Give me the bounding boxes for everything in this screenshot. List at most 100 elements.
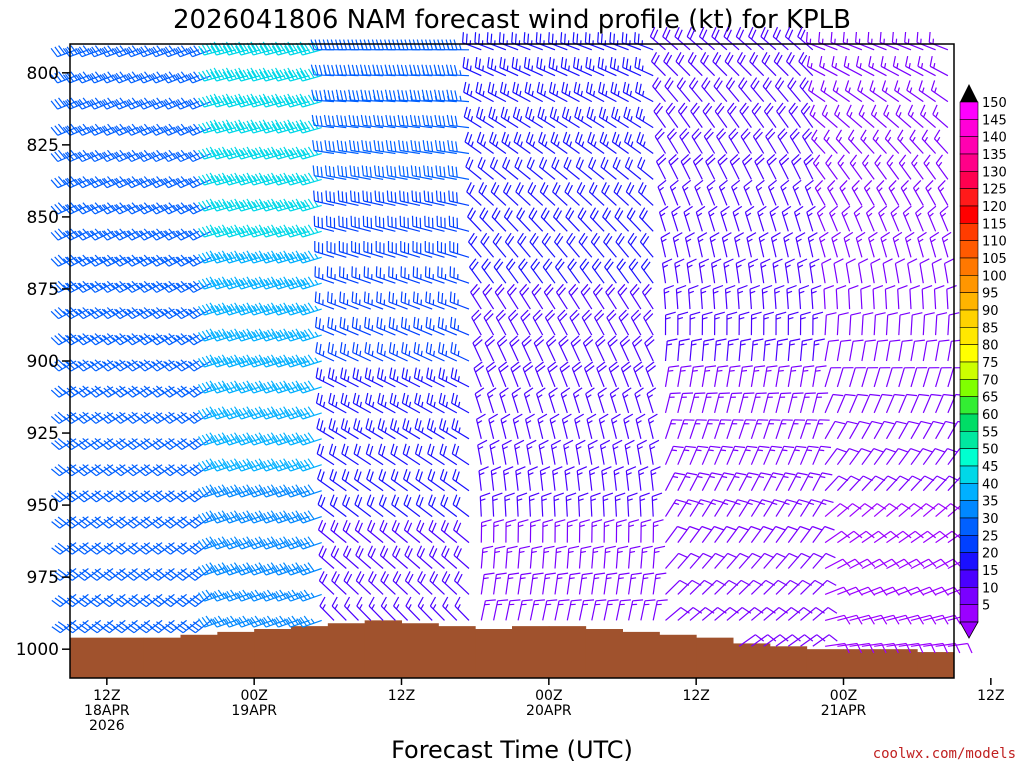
wind-barb [436, 215, 457, 232]
wind-barb [774, 77, 789, 102]
wind-barb [657, 179, 667, 206]
wind-barb [806, 55, 826, 77]
wind-barb [655, 153, 667, 180]
wind-barb [689, 499, 711, 517]
wind-barb [415, 469, 433, 492]
wind-barb [186, 516, 212, 529]
wind-barb [583, 361, 595, 388]
wind-barb [590, 232, 605, 258]
wind-barb [337, 190, 359, 206]
wind-barb [821, 258, 832, 284]
wind-barb [414, 443, 433, 466]
wind-barb [603, 599, 619, 621]
wind-barb [616, 258, 630, 284]
wind-barb [441, 545, 458, 569]
wind-barb [662, 26, 679, 51]
wind-barb [271, 224, 298, 238]
wind-barb [738, 311, 750, 336]
wind-barb [677, 102, 691, 128]
wind-barb [365, 443, 384, 466]
wind-barb [161, 280, 187, 293]
wind-barb [720, 205, 730, 232]
wind-barb [895, 104, 912, 129]
wind-barb [692, 153, 704, 180]
wind-barb [247, 276, 273, 290]
colorbar-label: 65 [982, 391, 999, 406]
wind-barb [737, 284, 748, 310]
wind-barb [514, 439, 525, 465]
colorbar-swatch [959, 500, 979, 519]
wind-barb [578, 545, 592, 569]
wind-barb [427, 443, 445, 466]
wind-barb [259, 41, 286, 56]
wind-barb [311, 89, 335, 103]
wind-barb [747, 258, 759, 284]
wind-barb [338, 215, 359, 232]
wind-barb [75, 490, 102, 503]
wind-barb [821, 104, 838, 129]
wind-barb [501, 439, 512, 465]
wind-barb [701, 525, 725, 543]
wind-barb [519, 283, 531, 310]
wind-barb [124, 464, 151, 477]
wind-barb [886, 530, 912, 544]
wind-barb [675, 52, 691, 77]
wind-barb [686, 26, 703, 51]
wind-barb [855, 231, 866, 258]
colorbar-label: 100 [982, 269, 1007, 284]
wind-barb [882, 258, 893, 284]
wind-barb [362, 190, 384, 206]
wind-barb [912, 179, 924, 206]
wind-barb [578, 572, 593, 595]
wind-barb [400, 316, 421, 336]
wind-barb [677, 445, 696, 465]
wind-barb [689, 525, 712, 543]
wind-barb [775, 499, 797, 517]
wind-barb [905, 55, 924, 77]
wind-barb [610, 81, 629, 103]
wind-barb [787, 525, 811, 543]
wind-barb [87, 254, 114, 267]
wind-barb [450, 316, 470, 336]
wind-barb [726, 311, 738, 336]
wind-barb [566, 599, 582, 621]
wind-barb [672, 232, 683, 258]
wind-barb [839, 179, 851, 206]
wind-barb [748, 26, 765, 51]
wind-barb [726, 472, 747, 491]
wind-barb [531, 283, 544, 310]
wind-barb [628, 545, 641, 569]
wind-barb [550, 439, 561, 465]
wind-barb [498, 32, 519, 51]
wind-barb [480, 232, 495, 258]
wind-barb [797, 26, 814, 51]
wind-barb [528, 492, 540, 517]
wind-barb [527, 182, 544, 206]
chart-title: 2026041806 NAM forecast wind profile (kt… [173, 5, 851, 35]
wind-barb [284, 328, 310, 342]
wind-barb [898, 614, 925, 625]
wind-barb [735, 26, 752, 51]
wind-barb [884, 129, 900, 154]
colorbar-label: 130 [982, 165, 1007, 180]
wind-barb [259, 250, 286, 264]
wind-barb [624, 156, 642, 180]
wind-barb [340, 392, 359, 414]
terrain-block [180, 634, 218, 678]
wind-barb [799, 311, 811, 336]
wind-barb [612, 439, 623, 465]
wind-barb [861, 448, 884, 466]
colorbar-label: 110 [982, 235, 1007, 250]
wind-barb [724, 52, 740, 77]
wind-barb [402, 443, 421, 466]
wind-barb [403, 494, 421, 518]
terrain-block [733, 643, 771, 678]
wind-barb [621, 32, 642, 51]
wind-barb [560, 32, 580, 51]
wind-barb [63, 619, 89, 634]
wind-barb [640, 519, 652, 543]
wind-barb [726, 525, 749, 543]
wind-barb [812, 311, 824, 336]
wind-barb [701, 77, 716, 102]
colorbar: 1501451401351301251201151101051009590858… [959, 84, 1007, 639]
